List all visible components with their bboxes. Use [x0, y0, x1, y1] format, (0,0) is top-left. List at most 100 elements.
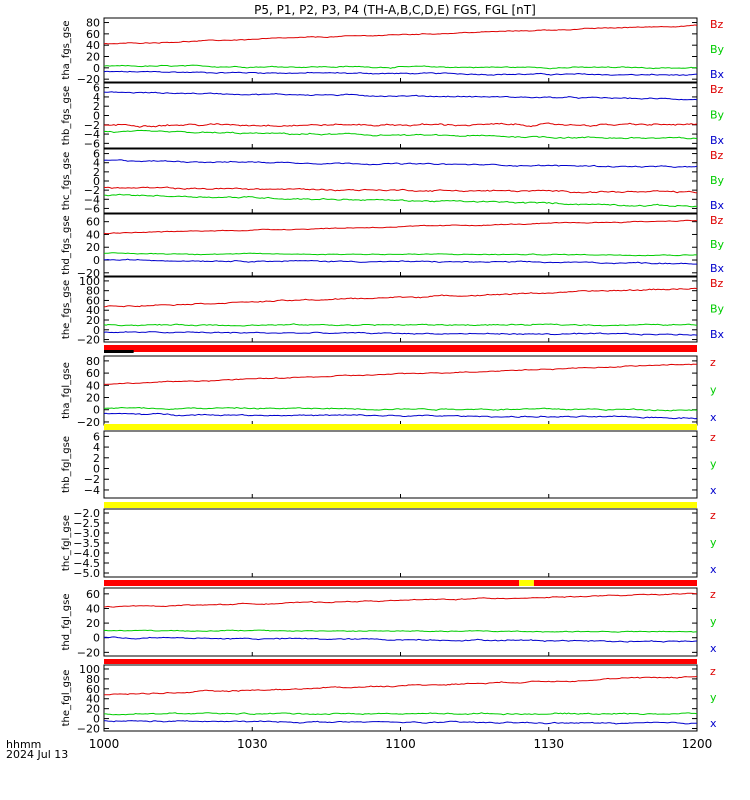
- series-line-y: [103, 406, 698, 412]
- y-tick-label: −2: [84, 119, 100, 132]
- legend-y: y: [710, 691, 717, 704]
- time-tick-labels: 1000 1030 1100 1130 1200: [89, 737, 713, 751]
- legend-z: z: [710, 509, 716, 522]
- y-tick-label: 80: [86, 355, 100, 368]
- chart-title: P5, P1, P2, P3, P4 (TH-A,B,C,D,E) FGS, F…: [254, 3, 536, 17]
- y-tick-label: 20: [86, 314, 100, 327]
- y-tick-label: 100: [79, 663, 100, 676]
- y-tick-label: 0: [93, 404, 100, 417]
- y-axis-label: thc_fgs_gse: [61, 152, 72, 211]
- series-line-Bx: [103, 159, 698, 168]
- y-tick-label: 40: [86, 228, 100, 241]
- y-tick-label: −20: [77, 416, 100, 429]
- y-tick-label: −20: [77, 646, 100, 659]
- y-tick-label: 0: [93, 324, 100, 337]
- series-line-Bz: [103, 186, 698, 194]
- y-tick-label: 0: [93, 632, 100, 645]
- y-tick-label: 60: [86, 28, 100, 41]
- time-axis-date: 2024 Jul 13: [6, 748, 68, 761]
- legend-y: y: [710, 458, 717, 471]
- y-axis-label: the_fgl_gse: [61, 670, 72, 727]
- y-tick-label: 40: [86, 693, 100, 706]
- y-tick-label: 40: [86, 39, 100, 52]
- legend-Bz: Bz: [710, 277, 724, 290]
- legend-z: z: [710, 665, 716, 678]
- legend-Bz: Bz: [710, 18, 724, 31]
- y-axis-label: thd_fgl_gse: [61, 594, 72, 651]
- series-line-Bz: [103, 122, 698, 128]
- flag-segment: [104, 580, 520, 586]
- y-tick-label: 100: [79, 275, 100, 288]
- y-tick-label: 0: [93, 110, 100, 123]
- legend-z: z: [710, 588, 716, 601]
- flag-segment: [104, 659, 697, 664]
- y-tick-label: −20: [77, 267, 100, 280]
- legend-y: y: [710, 536, 717, 549]
- y-tick-label: 6: [93, 148, 100, 161]
- series-line-Bx: [103, 258, 697, 265]
- y-tick-label: 20: [86, 703, 100, 716]
- y-tick-label: 20: [86, 617, 100, 630]
- series-line-x: [103, 636, 698, 643]
- y-tick-label: 40: [86, 304, 100, 317]
- legend-Bx: Bx: [710, 68, 725, 81]
- y-axis-label: thb_fgl_gse: [61, 436, 72, 493]
- flag-bars: [104, 345, 697, 664]
- flag-segment: [104, 424, 697, 430]
- y-axis-label: the_fgs_gse: [61, 280, 72, 339]
- y-tick-label: 60: [86, 294, 100, 307]
- x-tick-label: 1030: [237, 737, 268, 751]
- series-line-Bz: [103, 287, 698, 308]
- y-tick-label: 80: [86, 673, 100, 686]
- y-tick-label: −4: [84, 128, 100, 141]
- x-tick-label: 1200: [682, 737, 713, 751]
- series-line-y: [104, 712, 698, 716]
- y-tick-label: 60: [86, 367, 100, 380]
- flag-overlay: [104, 350, 134, 353]
- series-line-z: [103, 363, 697, 385]
- flag-segment: [519, 580, 534, 586]
- y-tick-label: −3.5: [73, 537, 100, 550]
- flag-bar-1: [104, 345, 697, 353]
- y-tick-label: 40: [86, 379, 100, 392]
- legend-y: y: [710, 615, 717, 628]
- y-tick-label: −3.0: [73, 527, 100, 540]
- series-line-By: [103, 323, 698, 327]
- legend-By: By: [710, 109, 725, 122]
- panel-frame: [103, 148, 698, 214]
- y-tick-label: −2: [84, 473, 100, 486]
- x-tick-label: 1130: [533, 737, 564, 751]
- legend-Bz: Bz: [710, 214, 724, 227]
- series-line-By: [103, 129, 698, 140]
- y-tick-label: 4: [93, 91, 100, 104]
- series-line-Bz: [103, 219, 697, 235]
- y-tick-label: −20: [77, 73, 100, 86]
- legend-z: z: [710, 356, 716, 369]
- y-tick-label: 20: [86, 241, 100, 254]
- flag-bar-3: [104, 502, 697, 508]
- y-tick-label: 4: [93, 157, 100, 170]
- y-axis-label: thd_fgs_gse: [61, 215, 72, 274]
- y-tick-label: 20: [86, 51, 100, 64]
- panel-frame: [103, 430, 698, 499]
- panel-frame: [103, 213, 698, 277]
- x-tick-label: 1100: [385, 737, 416, 751]
- y-tick-label: −2.0: [73, 507, 100, 520]
- series-line-By: [103, 252, 698, 257]
- flag-bar-4: [104, 580, 697, 586]
- legend-x: x: [710, 563, 717, 576]
- y-axis-label: tha_fgl_gse: [61, 362, 72, 419]
- y-tick-label: 6: [93, 82, 100, 95]
- y-tick-label: −4.5: [73, 557, 100, 570]
- y-tick-label: −5.0: [73, 567, 100, 580]
- y-tick-label: 60: [86, 216, 100, 229]
- series-line-By: [103, 193, 698, 208]
- legend-Bx: Bx: [710, 328, 725, 341]
- y-tick-label: 40: [86, 602, 100, 615]
- legend-x: x: [710, 717, 717, 730]
